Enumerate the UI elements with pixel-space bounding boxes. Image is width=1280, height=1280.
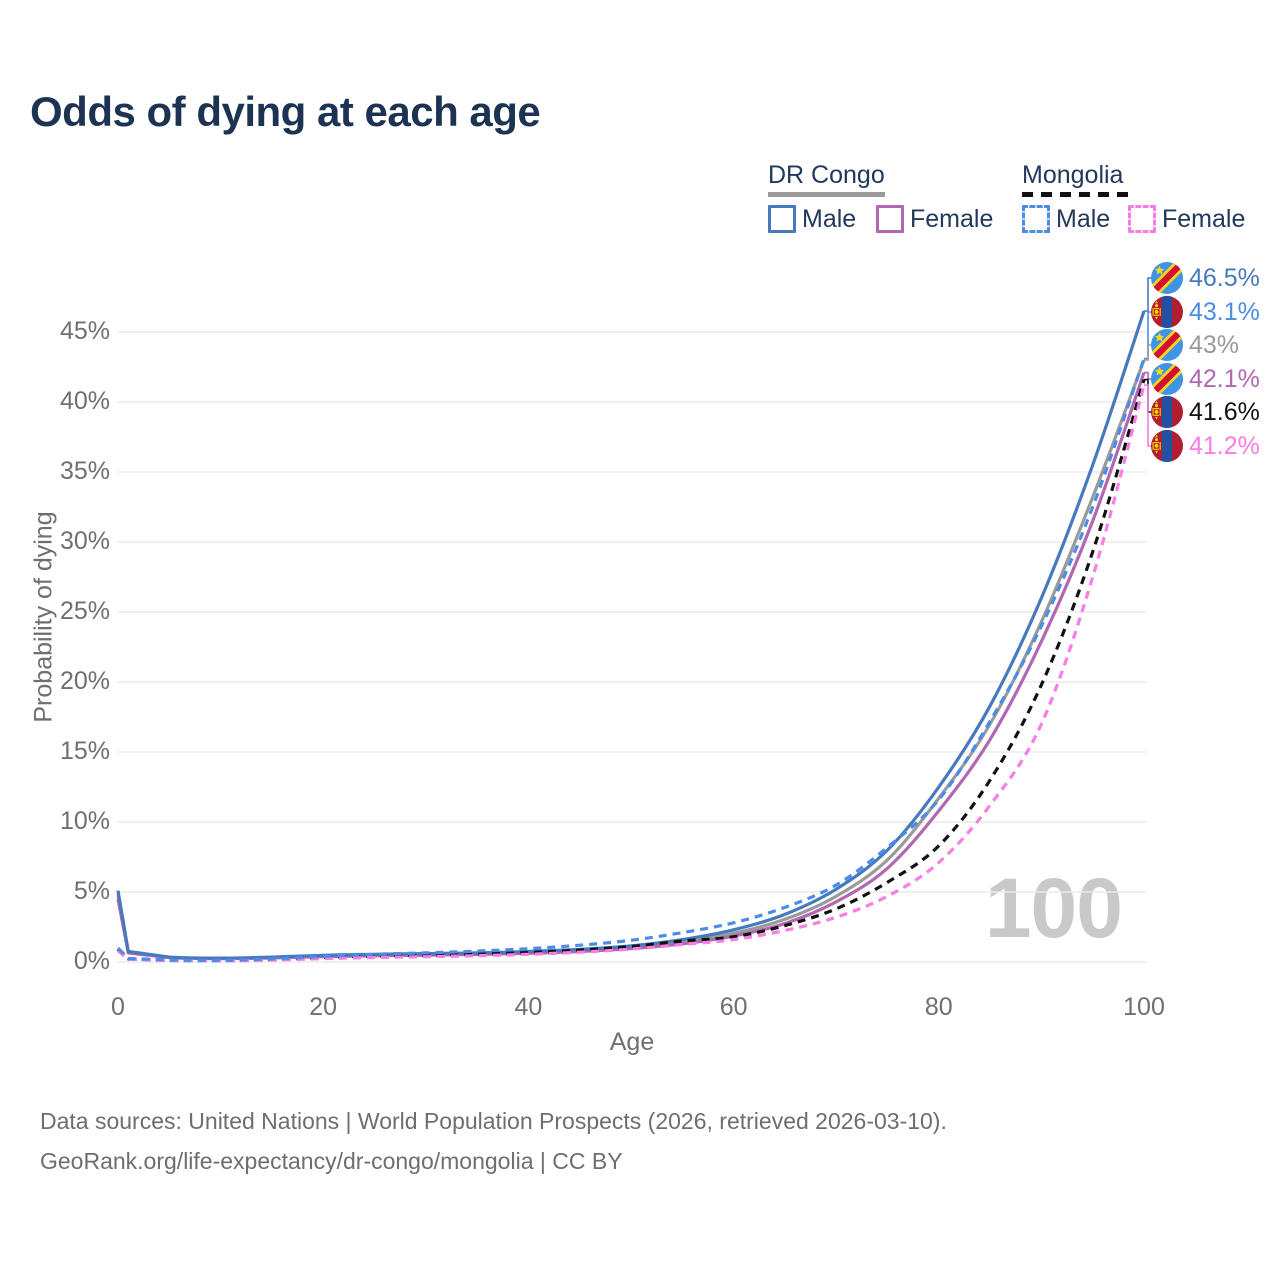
y-tick-label: 35%: [59, 457, 110, 485]
dr-congo-flag-icon: [1151, 363, 1183, 395]
end-label-mongolia-female: 41.2%: [1151, 430, 1260, 462]
y-tick-label: 30%: [59, 527, 110, 555]
x-tick-label: 100: [1123, 993, 1165, 1021]
end-label-value: 43%: [1189, 330, 1240, 359]
page-title: Odds of dying at each age: [30, 88, 541, 135]
legend-drcongo-male-label[interactable]: Male: [802, 205, 857, 233]
end-label-value: 43.1%: [1189, 297, 1260, 326]
y-tick-label: 25%: [59, 597, 110, 625]
end-label-mongolia: 41.6%: [1151, 396, 1260, 428]
y-tick-label: 5%: [73, 877, 110, 905]
x-tick-label: 60: [719, 993, 748, 1021]
x-tick-label: 20: [309, 993, 338, 1021]
legend-mongolia-female-label[interactable]: Female: [1162, 205, 1246, 233]
legend-group-mongolia-label: Mongolia: [1022, 161, 1124, 189]
legend-mongolia-underline: [1022, 192, 1132, 197]
leader-line: [1144, 277, 1153, 312]
end-label-dr-congo-female: 42.1%: [1151, 363, 1260, 395]
leader-line: [1144, 311, 1153, 360]
x-tick-label: 80: [924, 993, 953, 1021]
series-line-mongolia-male: [116, 358, 1146, 962]
legend-drcongo-female-checkbox[interactable]: [876, 205, 904, 233]
leader-line: [1144, 344, 1153, 361]
y-tick-label: 10%: [59, 807, 110, 835]
mongolia-flag-icon: [1151, 430, 1183, 462]
series-line-dr-congo-male: [116, 310, 1146, 960]
end-label-dr-congo-male: 46.5%: [1151, 262, 1260, 294]
series-line-dr-congo: [116, 359, 1146, 960]
x-tick-label: 0: [111, 993, 125, 1021]
mongolia-flag-icon: [1151, 396, 1183, 428]
end-label-value: 41.6%: [1189, 397, 1260, 426]
age-watermark: 100: [984, 861, 1123, 955]
y-tick-label: 15%: [59, 737, 110, 765]
end-label-value: 46.5%: [1189, 263, 1260, 292]
series-line-mongolia: [116, 379, 1146, 963]
legend-group-drcongo-label: DR Congo: [768, 161, 885, 189]
legend-mongolia-male-label[interactable]: Male: [1056, 205, 1111, 233]
y-tick-label: 20%: [59, 667, 110, 695]
end-label-mongolia-male: 43.1%: [1151, 296, 1260, 328]
series-line-mongolia-female: [116, 384, 1146, 963]
y-tick-label: 45%: [59, 317, 110, 345]
series-line-dr-congo-female: [116, 372, 1146, 961]
data-sources-text: Data sources: United Nations | World Pop…: [40, 1108, 947, 1134]
leader-line: [1144, 371, 1153, 380]
legend-mongolia-female-checkbox[interactable]: [1128, 205, 1156, 233]
leader-line: [1144, 384, 1153, 447]
attribution-link[interactable]: GeoRank.org/life-expectancy/dr-congo/mon…: [40, 1148, 623, 1174]
x-tick-label: 40: [514, 993, 543, 1021]
legend-mongolia-male-checkbox[interactable]: [1022, 205, 1050, 233]
legend-drcongo-male-checkbox[interactable]: [768, 205, 796, 233]
end-label-value: 42.1%: [1189, 364, 1260, 393]
mongolia-flag-icon: [1151, 296, 1183, 328]
legend-drcongo-underline: [768, 192, 885, 197]
y-tick-label: 40%: [59, 387, 110, 415]
end-label-value: 41.2%: [1189, 431, 1260, 460]
dr-congo-flag-icon: [1151, 329, 1183, 361]
x-axis-title: Age: [609, 1028, 655, 1056]
y-tick-label: 0%: [73, 947, 110, 975]
dr-congo-flag-icon: [1151, 262, 1183, 294]
legend-drcongo-female-label[interactable]: Female: [910, 205, 994, 233]
end-label-dr-congo: 43%: [1151, 329, 1239, 361]
